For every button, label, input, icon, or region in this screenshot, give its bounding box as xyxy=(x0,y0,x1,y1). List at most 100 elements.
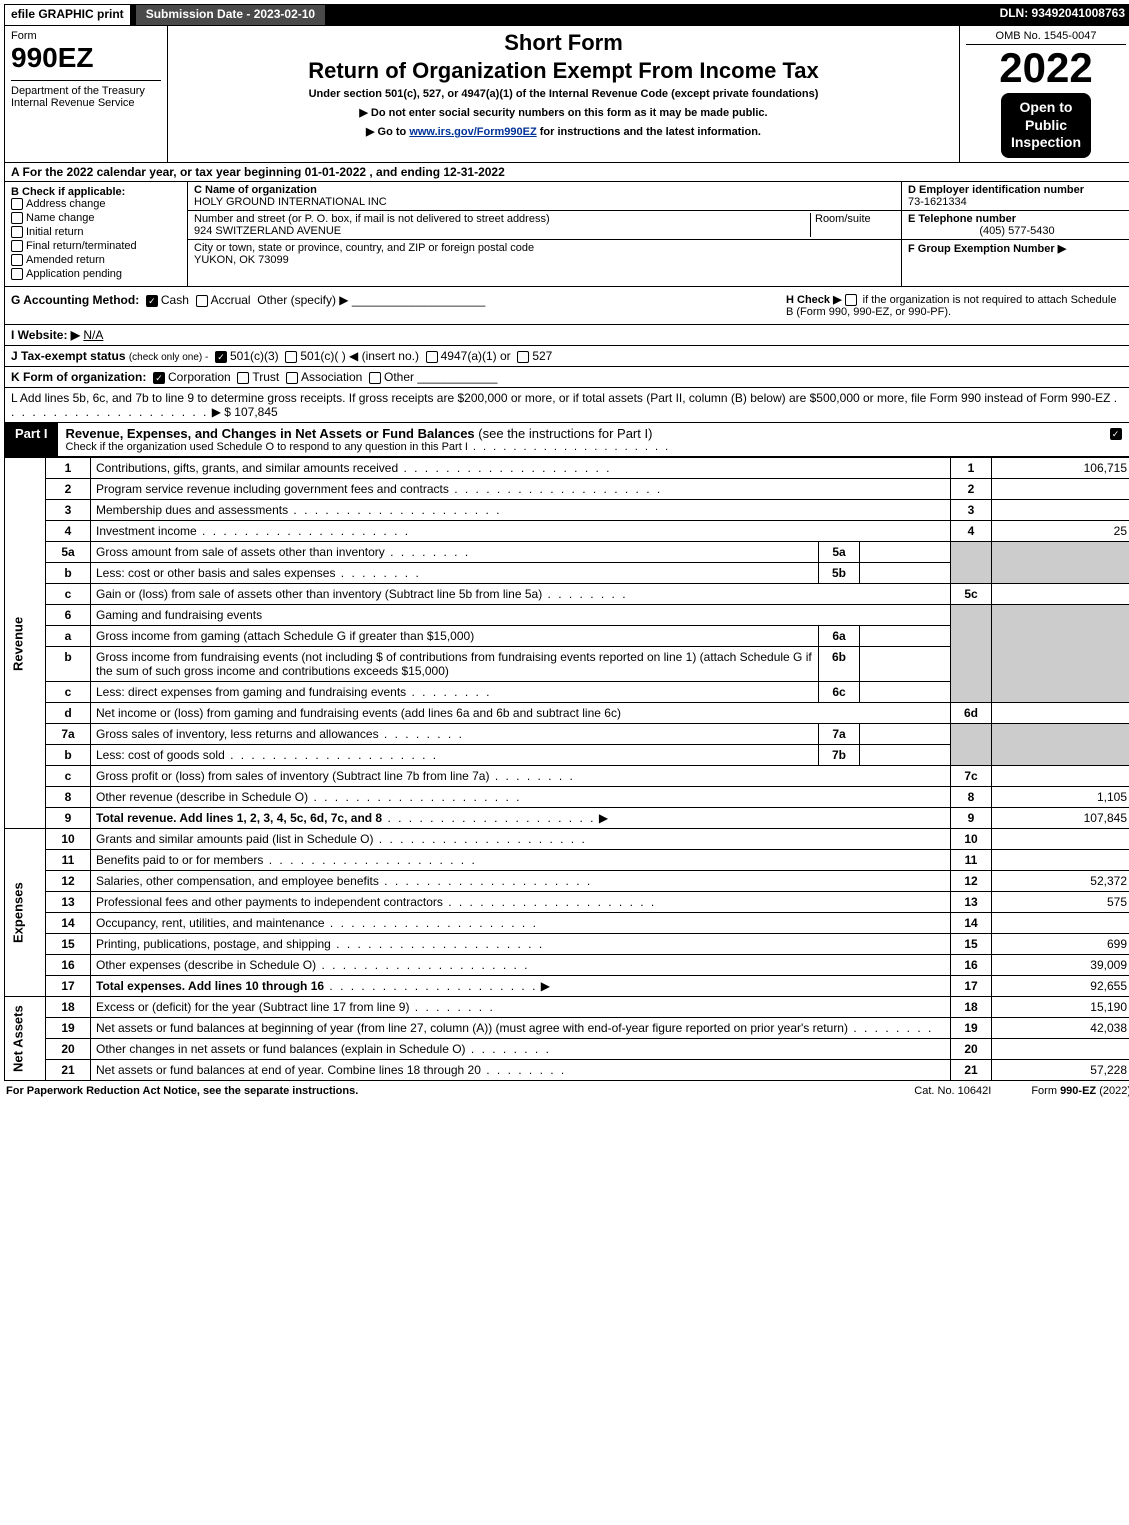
line-20-desc: Other changes in net assets or fund bala… xyxy=(96,1042,466,1056)
line-19-desc: Net assets or fund balances at beginning… xyxy=(96,1021,848,1035)
submission-date: Submission Date - 2023-02-10 xyxy=(135,4,326,26)
cb-address-change: Address change xyxy=(26,198,106,210)
form-number: 990EZ xyxy=(11,42,161,74)
group-exemption-label: F Group Exemption Number ▶ xyxy=(908,243,1066,255)
line-18-num: 18 xyxy=(46,997,91,1018)
l-text: L Add lines 5b, 6c, and 7b to line 9 to … xyxy=(11,391,1110,405)
checked-icon[interactable]: ✓ xyxy=(153,372,165,384)
line-12-box: 12 xyxy=(951,871,992,892)
city-label: City or town, state or province, country… xyxy=(194,242,534,254)
checkbox-icon[interactable] xyxy=(426,351,438,363)
row-g-h: G Accounting Method: ✓Cash Accrual Other… xyxy=(4,287,1129,325)
row-a-tax-year: A For the 2022 calendar year, or tax yea… xyxy=(4,163,1129,182)
checkbox-icon[interactable] xyxy=(11,240,23,252)
line-9-box: 9 xyxy=(951,808,992,829)
part-i-paren: (see the instructions for Part I) xyxy=(478,426,652,441)
line-11-amt xyxy=(992,850,1129,871)
col-b-checkboxes: B Check if applicable: Address change Na… xyxy=(5,182,188,287)
line-5a-sb: 5a xyxy=(819,542,860,563)
accrual-option: Accrual xyxy=(211,293,251,307)
line-11-num: 11 xyxy=(46,850,91,871)
line-15-desc: Printing, publications, postage, and shi… xyxy=(96,937,331,951)
line-14-num: 14 xyxy=(46,913,91,934)
line-9-amt: 107,845 xyxy=(992,808,1129,829)
checkbox-icon[interactable] xyxy=(11,268,23,280)
line-3-desc: Membership dues and assessments xyxy=(96,503,288,517)
checkbox-icon[interactable] xyxy=(11,254,23,266)
line-7a-desc: Gross sales of inventory, less returns a… xyxy=(96,727,379,741)
checked-icon[interactable]: ✓ xyxy=(1110,428,1122,440)
j-sub: (check only one) - xyxy=(129,352,208,363)
irs-link[interactable]: www.irs.gov/Form990EZ xyxy=(409,126,536,138)
checkbox-icon[interactable] xyxy=(285,351,297,363)
line-16-desc: Other expenses (describe in Schedule O) xyxy=(96,958,316,972)
line-7c-num: c xyxy=(46,766,91,787)
line-11-desc: Benefits paid to or for members xyxy=(96,853,263,867)
line-5b-num: b xyxy=(46,563,91,584)
line-15-num: 15 xyxy=(46,934,91,955)
cb-initial-return: Initial return xyxy=(26,226,83,238)
line-6c-desc: Less: direct expenses from gaming and fu… xyxy=(96,685,406,699)
line-21-box: 21 xyxy=(951,1060,992,1081)
checkbox-icon[interactable] xyxy=(196,295,208,307)
line-8-num: 8 xyxy=(46,787,91,808)
title-main: Return of Organization Exempt From Incom… xyxy=(176,58,951,84)
footer-catno: Cat. No. 10642I xyxy=(874,1085,1031,1097)
line-6a-desc: Gross income from gaming (attach Schedul… xyxy=(96,629,474,643)
line-6b-desc: Gross income from fundraising events (no… xyxy=(96,650,812,678)
line-4-num: 4 xyxy=(46,521,91,542)
checked-icon[interactable]: ✓ xyxy=(215,351,227,363)
line-3-num: 3 xyxy=(46,500,91,521)
checked-icon[interactable]: ✓ xyxy=(146,295,158,307)
line-10-box: 10 xyxy=(951,829,992,850)
j-501c3: 501(c)(3) xyxy=(230,349,279,363)
ein-value: 73-1621334 xyxy=(908,196,967,208)
row-k-form-org: K Form of organization: ✓Corporation Tru… xyxy=(4,367,1129,388)
checkbox-icon[interactable] xyxy=(286,372,298,384)
open-to-public-badge: Open to Public Inspection xyxy=(1001,93,1091,158)
line-17-desc: Total expenses. Add lines 10 through 16 xyxy=(96,979,324,993)
line-9-desc: Total revenue. Add lines 1, 2, 3, 4, 5c,… xyxy=(96,811,382,825)
line-8-box: 8 xyxy=(951,787,992,808)
checkbox-icon[interactable] xyxy=(845,294,857,306)
line-16-amt: 39,009 xyxy=(992,955,1129,976)
line-13-desc: Professional fees and other payments to … xyxy=(96,895,443,909)
line-19-num: 19 xyxy=(46,1018,91,1039)
form-word: Form xyxy=(11,30,161,42)
line-21-desc: Net assets or fund balances at end of ye… xyxy=(96,1063,481,1077)
footer-right: Form 990-EZ (2022) xyxy=(1031,1085,1129,1097)
phone-label: E Telephone number xyxy=(908,213,1016,225)
irs-label: Internal Revenue Service xyxy=(11,97,135,109)
footer-left: For Paperwork Reduction Act Notice, see … xyxy=(6,1085,874,1097)
top-bar: efile GRAPHIC print Submission Date - 20… xyxy=(4,4,1129,26)
line-6d-num: d xyxy=(46,703,91,724)
line-1-desc: Contributions, gifts, grants, and simila… xyxy=(96,461,398,475)
line-7a-sb: 7a xyxy=(819,724,860,745)
line-12-num: 12 xyxy=(46,871,91,892)
line-6b-sb: 6b xyxy=(819,647,860,682)
line-6d-box: 6d xyxy=(951,703,992,724)
line-17-box: 17 xyxy=(951,976,992,997)
checkbox-icon[interactable] xyxy=(369,372,381,384)
line-10-desc: Grants and similar amounts paid (list in… xyxy=(96,832,373,846)
lines-table: Revenue 1 Contributions, gifts, grants, … xyxy=(4,457,1129,1081)
goto-post: for instructions and the latest informat… xyxy=(537,126,761,138)
line-17-num: 17 xyxy=(46,976,91,997)
checkbox-icon[interactable] xyxy=(11,198,23,210)
checkbox-icon[interactable] xyxy=(11,212,23,224)
line-11-box: 11 xyxy=(951,850,992,871)
line-14-box: 14 xyxy=(951,913,992,934)
checkbox-icon[interactable] xyxy=(517,351,529,363)
line-5a-desc: Gross amount from sale of assets other t… xyxy=(96,545,385,559)
dln-label: DLN: 93492041008763 xyxy=(992,4,1129,26)
line-5b-desc: Less: cost or other basis and sales expe… xyxy=(96,566,335,580)
h-check-label: H Check ▶ xyxy=(786,294,842,306)
checkbox-icon[interactable] xyxy=(11,226,23,238)
line-4-amt: 25 xyxy=(992,521,1129,542)
line-12-desc: Salaries, other compensation, and employ… xyxy=(96,874,379,888)
efile-print-label[interactable]: efile GRAPHIC print xyxy=(4,4,131,26)
checkbox-icon[interactable] xyxy=(237,372,249,384)
arrow-icon: ▶ xyxy=(599,811,608,825)
line-16-num: 16 xyxy=(46,955,91,976)
line-3-box: 3 xyxy=(951,500,992,521)
